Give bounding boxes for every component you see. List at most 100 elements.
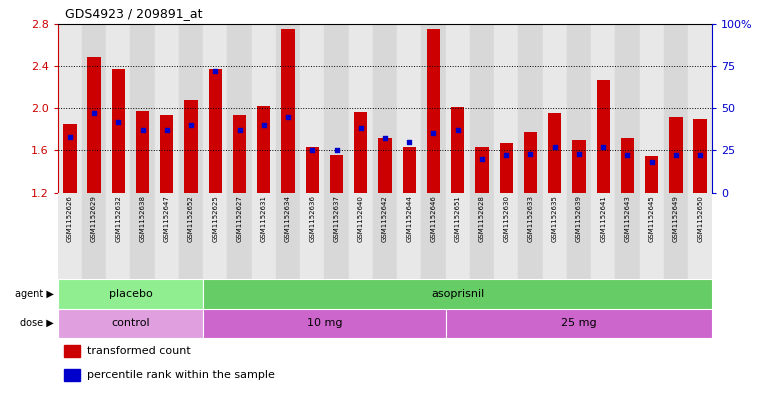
Text: GSM1152637: GSM1152637 — [333, 195, 340, 242]
Bar — [427, 29, 440, 193]
Bar — [58, 24, 82, 193]
Bar — [203, 193, 227, 279]
Bar — [688, 24, 712, 193]
Bar — [65, 369, 80, 381]
Text: percentile rank within the sample: percentile rank within the sample — [86, 370, 274, 380]
Point — [185, 122, 197, 128]
Point — [403, 139, 415, 145]
Bar — [209, 69, 222, 193]
Bar — [257, 106, 270, 193]
Text: GSM1152636: GSM1152636 — [310, 195, 315, 242]
Bar — [306, 147, 319, 193]
Bar — [203, 24, 227, 193]
Bar — [591, 24, 615, 193]
Bar — [475, 147, 489, 193]
Text: asoprisnil: asoprisnil — [431, 289, 484, 299]
Bar — [112, 69, 125, 193]
Bar — [324, 24, 349, 193]
Point — [306, 147, 319, 153]
Text: GSM1152644: GSM1152644 — [407, 195, 412, 242]
Text: GSM1152650: GSM1152650 — [697, 195, 703, 242]
Bar — [567, 193, 591, 279]
Bar — [58, 309, 203, 338]
Bar — [130, 24, 155, 193]
Bar — [300, 193, 324, 279]
Point — [330, 147, 343, 153]
Bar — [543, 24, 567, 193]
Point — [136, 127, 149, 133]
Bar — [82, 24, 106, 193]
Bar — [524, 132, 537, 193]
Text: GSM1152635: GSM1152635 — [551, 195, 557, 242]
Text: 10 mg: 10 mg — [306, 318, 342, 328]
Bar — [160, 116, 173, 193]
Bar — [88, 57, 101, 193]
Bar — [615, 24, 640, 193]
Bar — [227, 193, 252, 279]
Bar — [669, 116, 682, 193]
Bar — [281, 29, 295, 193]
Point — [621, 152, 634, 158]
Point — [427, 130, 440, 136]
Text: GSM1152628: GSM1152628 — [479, 195, 485, 242]
Bar — [373, 24, 397, 193]
Bar — [615, 193, 640, 279]
Bar — [640, 24, 664, 193]
Bar — [136, 111, 149, 193]
Bar — [597, 79, 610, 193]
Bar — [82, 193, 106, 279]
Text: GSM1152629: GSM1152629 — [91, 195, 97, 242]
Bar — [155, 193, 179, 279]
Point — [524, 151, 537, 157]
Text: GSM1152641: GSM1152641 — [600, 195, 606, 242]
Bar — [252, 24, 276, 193]
Text: dose ▶: dose ▶ — [20, 318, 54, 328]
Point — [233, 127, 246, 133]
Point — [209, 68, 222, 74]
Bar — [227, 24, 252, 193]
Point — [258, 122, 270, 128]
Bar — [58, 193, 82, 279]
Bar — [276, 24, 300, 193]
Point — [282, 113, 294, 119]
Bar — [63, 124, 76, 193]
Bar — [58, 279, 203, 309]
Bar — [470, 24, 494, 193]
Bar — [543, 193, 567, 279]
Bar — [421, 193, 446, 279]
Text: GSM1152631: GSM1152631 — [261, 195, 266, 242]
Bar — [403, 147, 416, 193]
Bar — [354, 112, 367, 193]
Point — [670, 152, 682, 158]
Text: agent ▶: agent ▶ — [15, 289, 54, 299]
Bar — [446, 309, 712, 338]
Text: GDS4923 / 209891_at: GDS4923 / 209891_at — [65, 7, 203, 20]
Bar — [645, 156, 658, 193]
Text: transformed count: transformed count — [86, 346, 190, 356]
Bar — [300, 24, 324, 193]
Point — [64, 134, 76, 140]
Bar — [494, 24, 518, 193]
Point — [88, 110, 100, 116]
Bar — [65, 345, 80, 357]
Bar — [640, 193, 664, 279]
Text: GSM1152643: GSM1152643 — [624, 195, 631, 242]
Bar — [518, 24, 543, 193]
Point — [694, 152, 706, 158]
Text: 25 mg: 25 mg — [561, 318, 597, 328]
Bar — [276, 193, 300, 279]
Point — [161, 127, 173, 133]
Bar — [567, 24, 591, 193]
Bar — [664, 24, 688, 193]
Text: GSM1152640: GSM1152640 — [358, 195, 363, 242]
Bar — [397, 24, 421, 193]
Bar — [233, 116, 246, 193]
Text: GSM1152652: GSM1152652 — [188, 195, 194, 242]
Text: placebo: placebo — [109, 289, 152, 299]
Text: GSM1152632: GSM1152632 — [116, 195, 122, 242]
Bar — [184, 99, 198, 193]
Text: GSM1152651: GSM1152651 — [455, 195, 460, 242]
Text: GSM1152642: GSM1152642 — [382, 195, 388, 242]
Text: GSM1152646: GSM1152646 — [430, 195, 437, 242]
Bar — [106, 193, 130, 279]
